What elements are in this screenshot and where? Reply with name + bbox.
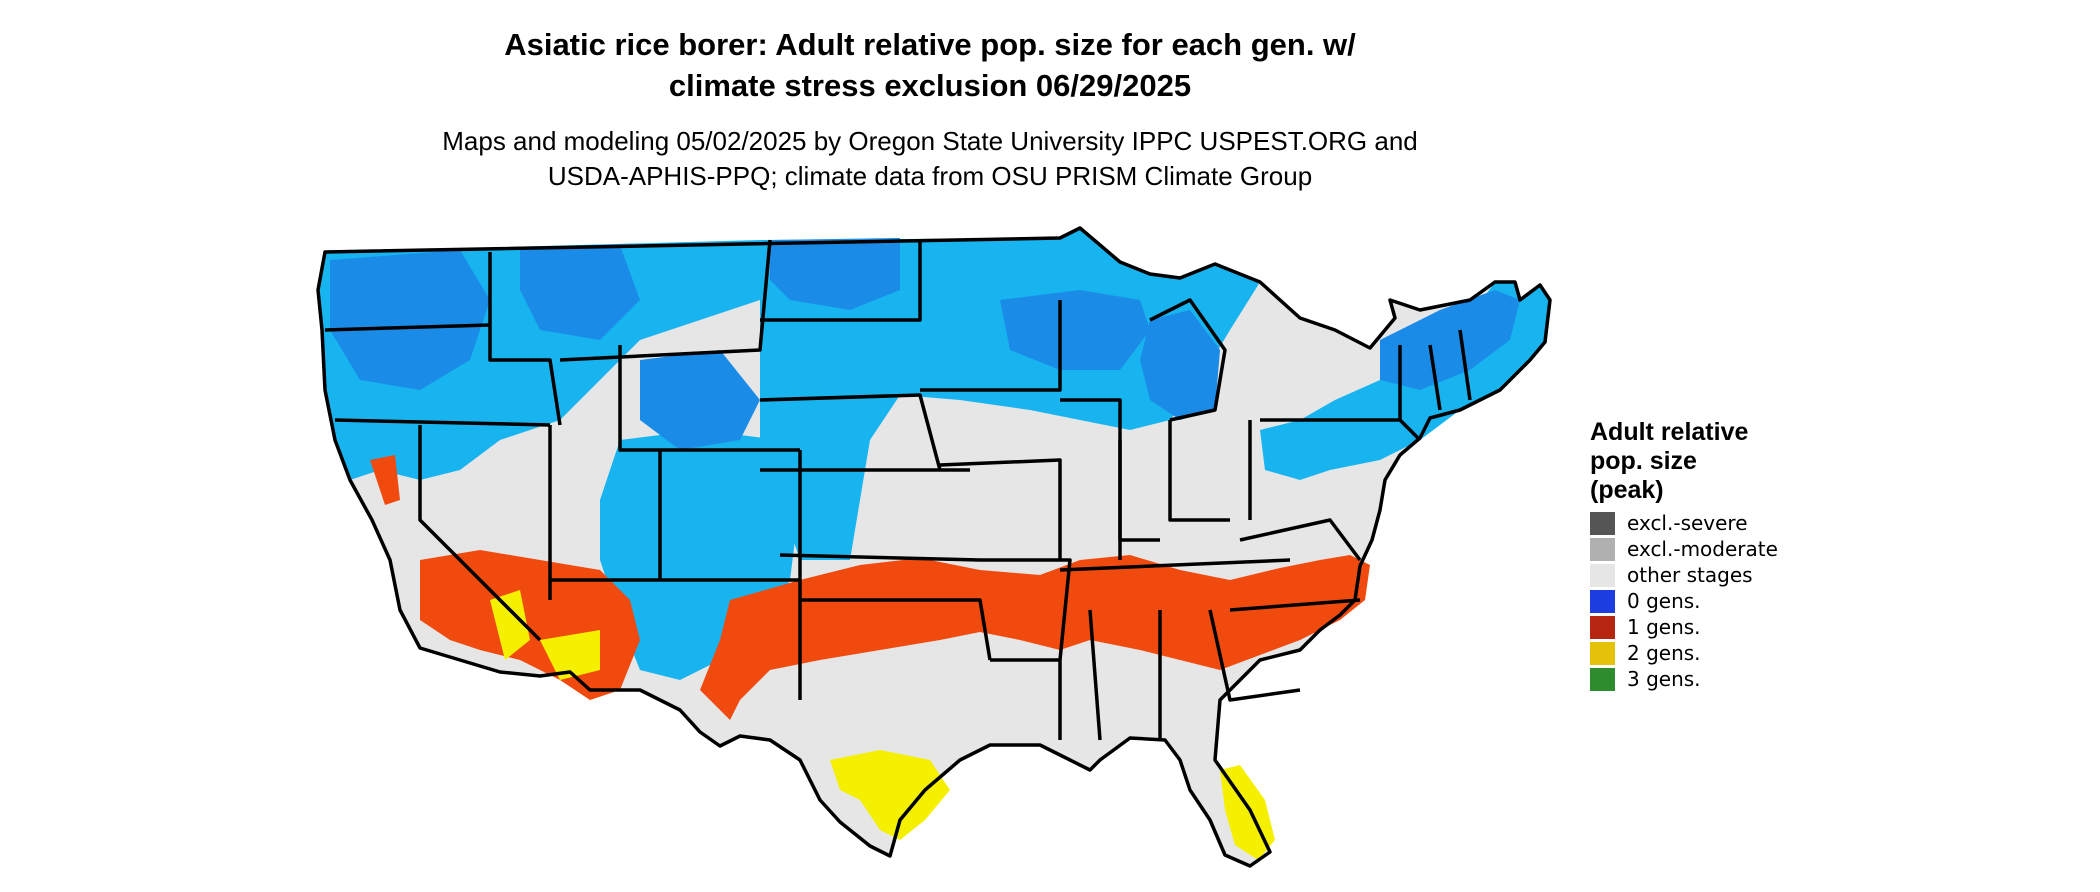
border-ms-al [1088, 609, 1162, 741]
border-dakotas [760, 240, 922, 322]
border-il-in [1118, 440, 1160, 542]
border-ky-tn [1059, 558, 1291, 572]
border-ok-tx [800, 598, 992, 661]
border-wa-or [324, 323, 491, 332]
legend-item-other-stages: other stages [1590, 562, 1778, 588]
legend-title-line-2: pop. size [1590, 447, 1697, 475]
legend-label: excl.-moderate [1627, 537, 1778, 561]
border-ca-nv [418, 425, 542, 642]
zone-zero-gen-mid-northwest [330, 250, 490, 390]
border-ia-mo [939, 458, 1062, 560]
zone-two-gen-texas [830, 750, 950, 840]
border-mt-wy [559, 239, 772, 362]
zone-zero-gen-mid-colorado [640, 350, 760, 450]
zone-two-gen-arizona [540, 630, 600, 680]
border-mo-ar [980, 558, 1072, 661]
zone-zero-gen-mid-northeast [1380, 290, 1520, 390]
map-title: Asiatic rice borer: Adult relative pop. … [330, 24, 1530, 106]
legend-swatch [1590, 615, 1615, 639]
legend-swatch [1590, 511, 1615, 535]
legend-label: 0 gens. [1627, 589, 1701, 613]
legend-item-1-gens: 1 gens. [1590, 614, 1778, 640]
border-mi [1149, 298, 1227, 422]
zone-zero-gen-mid-upper-midwest [1000, 290, 1150, 370]
border-or-ca [334, 418, 551, 427]
legend-item-2-gens: 2 gens. [1590, 640, 1778, 666]
legend-title-line-1: Adult relative [1590, 418, 1749, 446]
border-ga [1208, 609, 1301, 702]
border-va [1239, 518, 1362, 562]
border-wy-co [618, 345, 800, 452]
zone-one-gen-california [370, 455, 400, 505]
legend-label: 3 gens. [1627, 667, 1701, 691]
border-new-england [1398, 329, 1472, 420]
map-subtitle-line-2: USDA-APHIS-PPQ; climate data from OSU PR… [547, 161, 1313, 191]
map-title-line-1: Asiatic rice borer: Adult relative pop. … [504, 27, 1356, 62]
legend-item-excl-moderate: excl.-moderate [1590, 536, 1778, 562]
zone-one-gen-south [700, 555, 1370, 720]
legend-item-0-gens: 0 gens. [1590, 588, 1778, 614]
us-outline [316, 226, 1552, 868]
legend-label: other stages [1627, 563, 1753, 587]
legend-label: excl.-severe [1627, 511, 1748, 535]
zone-two-gen-california [490, 590, 530, 660]
zone-zero-gen-mid-michigan [1140, 310, 1220, 420]
legend-swatch [1590, 537, 1615, 561]
legend-swatch [1590, 563, 1615, 587]
border-id [488, 252, 562, 426]
legend-item-3-gens: 3 gens. [1590, 666, 1778, 692]
legend-swatch [1590, 641, 1615, 665]
legend-title: Adult relative pop. size (peak) [1590, 418, 1850, 505]
border-sc-nc [1229, 598, 1361, 612]
border-in-oh [1168, 420, 1230, 522]
border-sd-ne [759, 393, 942, 471]
legend-label: 2 gens. [1627, 641, 1701, 665]
map-title-line-2: climate stress exclusion 06/29/2025 [668, 68, 1192, 103]
map-subtitle-line-1: Maps and modeling 05/02/2025 by Oregon S… [442, 126, 1418, 156]
legend-item-excl-severe: excl.-severe [1590, 510, 1778, 536]
legend-swatch [1590, 667, 1615, 691]
border-ar-la [990, 658, 1062, 740]
zone-zero-gen-mid-northdakota [770, 238, 900, 310]
map-subtitle: Maps and modeling 05/02/2025 by Oregon S… [330, 124, 1530, 194]
legend-title-line-3: (peak) [1590, 476, 1664, 504]
zone-zero-gen-mid-montana [520, 245, 640, 340]
border-ks-ok [779, 553, 981, 562]
border-mn-ia [920, 300, 1062, 392]
state-borders [316, 226, 1552, 868]
legend-label: 1 gens. [1627, 615, 1701, 639]
us-land [318, 228, 1550, 866]
legend-swatch [1590, 589, 1615, 613]
legend: excl.-severe excl.-moderate other stages… [1590, 510, 1778, 692]
